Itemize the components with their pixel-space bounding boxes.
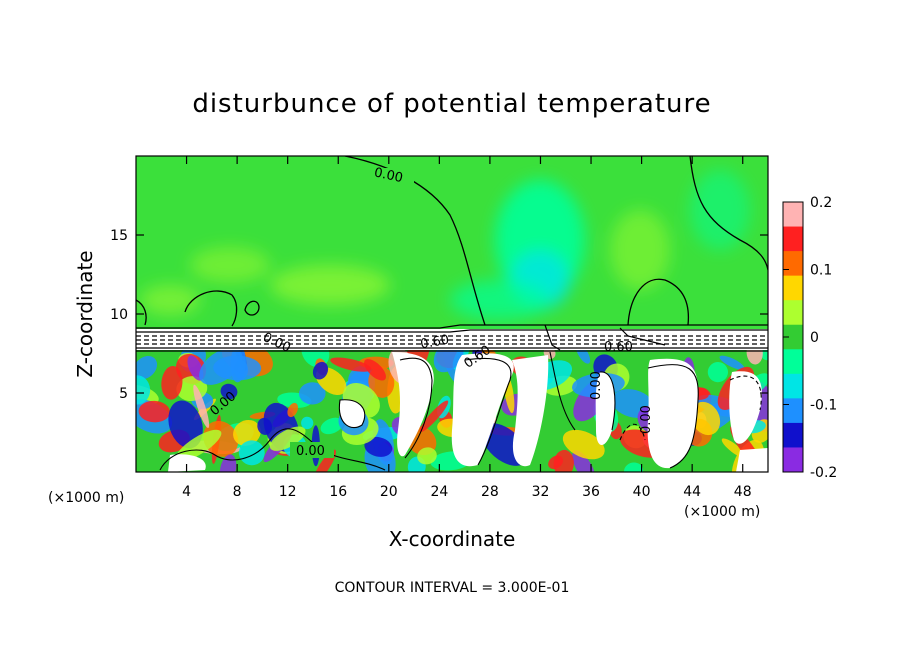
turbulence-blob <box>562 429 605 460</box>
colorbar-tick-label: 0.1 <box>810 263 832 279</box>
colorbar-swatch <box>783 373 803 399</box>
x-tick-label: 20 <box>380 484 398 500</box>
x-tick-label: 32 <box>532 484 550 500</box>
x-tick-label: 36 <box>582 484 600 500</box>
turbulence-blob <box>624 462 644 472</box>
turbulence-blob <box>175 429 222 462</box>
turbulence-blob <box>136 375 151 405</box>
contour-interval-note: CONTOUR INTERVAL = 3.000E-01 <box>335 580 570 596</box>
upper-anomaly-blobs <box>140 170 750 320</box>
colorbar-swatch <box>783 422 803 448</box>
turbulence-blob <box>691 401 721 436</box>
x-unit-label-right: (×1000 m) <box>684 504 760 520</box>
turbulence-blob <box>553 449 574 472</box>
chart-title: disturbunce of potential temperature <box>192 89 711 119</box>
turbulence-blob <box>203 420 239 457</box>
colorbar-tick-label: 0.2 <box>810 195 832 211</box>
upper-contours <box>136 156 768 327</box>
y-tick-label: 5 <box>119 386 128 402</box>
colorbar-tick-label: -0.1 <box>810 398 837 414</box>
contour-label: 0.00 <box>296 444 325 459</box>
y-tick-label: 15 <box>110 228 128 244</box>
colorbar <box>783 202 803 473</box>
colorbar-swatch <box>783 275 803 301</box>
turbulence-blob <box>417 447 437 465</box>
turbulence-blob <box>707 362 729 383</box>
turbulence-blob <box>330 357 372 372</box>
colorbar-swatch <box>783 202 803 228</box>
x-tick-label: 40 <box>633 484 651 500</box>
x-tick-label: 16 <box>329 484 347 500</box>
colorbar-ticks: 0.2 0.1 0 -0.1 -0.2 <box>783 195 837 481</box>
turbulence-blob <box>364 359 386 381</box>
x-tick-label: 28 <box>481 484 499 500</box>
colorbar-swatch <box>783 251 803 277</box>
saturated-regions <box>168 352 768 472</box>
x-axis: 4 8 12 16 20 24 28 32 36 40 44 48 <box>182 156 752 500</box>
contour-label: 0.00 <box>639 405 654 434</box>
turbulence-blob <box>364 436 393 457</box>
x-tick-label: 8 <box>233 484 242 500</box>
turbulence-blob <box>168 400 203 449</box>
colorbar-tick-label: 0 <box>810 330 819 346</box>
turbulence-blob <box>572 450 596 472</box>
turbulence-blob <box>161 365 183 400</box>
x-unit-label-left: (×1000 m) <box>48 490 124 506</box>
turbulence-blob <box>213 355 262 381</box>
turbulence-blob <box>193 384 210 429</box>
turbulence-blob <box>257 417 273 435</box>
x-axis-label: X-coordinate <box>389 527 516 551</box>
colorbar-tick-label: -0.2 <box>810 465 837 481</box>
x-tick-label: 48 <box>734 484 752 500</box>
turbulence-blob <box>419 400 449 433</box>
turbulence-blob <box>719 355 745 370</box>
colorbar-swatch <box>783 398 803 424</box>
y-tick-label: 10 <box>110 307 128 323</box>
turbulence-blob <box>269 426 306 451</box>
turbulence-blob <box>287 402 299 418</box>
turbulence-blob <box>299 382 326 405</box>
y-axis: 5 10 15 <box>110 228 768 402</box>
y-axis-label: Z-coordinate <box>73 250 97 377</box>
x-tick-label: 44 <box>683 484 701 500</box>
turbulence-blob <box>136 355 158 380</box>
turbulence-blob <box>238 440 265 466</box>
turbulence-blob <box>220 383 238 400</box>
contour-label: 0.60 <box>419 333 450 353</box>
x-tick-label: 4 <box>182 484 191 500</box>
x-tick-label: 24 <box>430 484 448 500</box>
interface-contours <box>136 324 768 352</box>
turbulence-blob <box>233 419 261 446</box>
turbulence-blob <box>219 454 237 472</box>
colorbar-swatch <box>783 300 803 326</box>
turbulence-blob <box>320 417 344 435</box>
colorbar-swatch <box>783 324 803 350</box>
colorbar-swatch <box>783 447 803 473</box>
plot-area <box>136 156 768 472</box>
contour-labels: 0.00 0.00 0.00 0.60 0.60 0.60 0.00 0.00 … <box>207 165 654 459</box>
contour-label: 0.00 <box>373 165 404 186</box>
colorbar-swatch <box>783 226 803 252</box>
colorbar-swatch <box>783 349 803 375</box>
turbulence-blob <box>312 361 329 380</box>
contour-label: 0.60 <box>604 340 633 355</box>
turbulence-blob <box>301 416 314 430</box>
x-tick-label: 12 <box>279 484 297 500</box>
contour-label: 0.00 <box>589 371 604 400</box>
turbulence-blob <box>138 400 170 423</box>
